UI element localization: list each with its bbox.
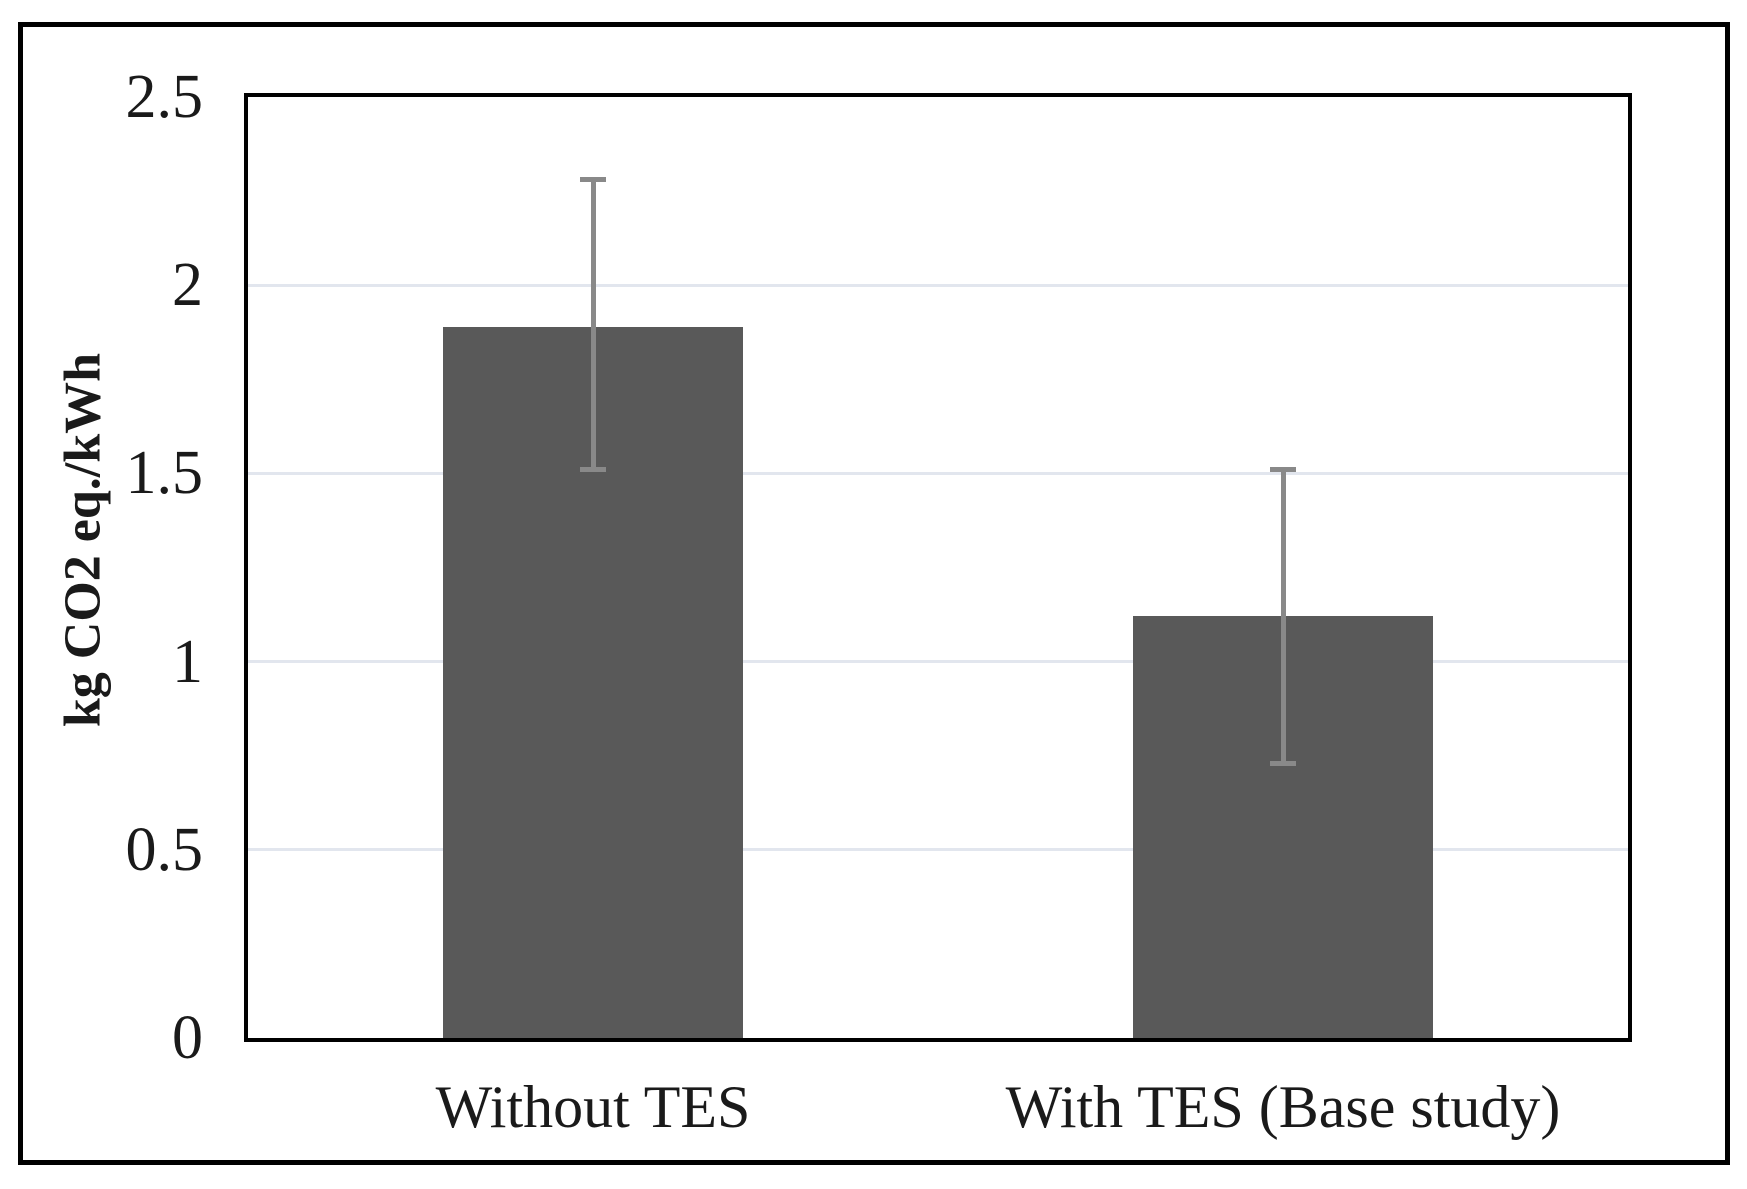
error-bar-line (1280, 469, 1286, 764)
error-bar-cap (1270, 467, 1296, 473)
y-tick-label: 0.5 (125, 815, 204, 884)
error-bar-cap (1270, 760, 1296, 766)
gridline (248, 660, 1628, 664)
y-tick-label: 0 (172, 1004, 203, 1072)
error-bar-cap (580, 467, 606, 473)
x-category-label: Without TES (435, 1074, 751, 1140)
x-category-label: With TES (Base study) (1005, 1074, 1561, 1140)
y-tick-label: 1 (172, 627, 203, 696)
y-tick-label: 2 (172, 251, 203, 320)
error-bar-cap (580, 177, 606, 183)
y-tick-label: 1.5 (125, 439, 204, 508)
gridline (248, 848, 1628, 852)
error-bar-line (590, 179, 596, 470)
gridline (248, 283, 1628, 287)
y-tick-label: 2.5 (125, 63, 204, 131)
gridline (248, 471, 1628, 475)
plot-area (248, 97, 1628, 1038)
